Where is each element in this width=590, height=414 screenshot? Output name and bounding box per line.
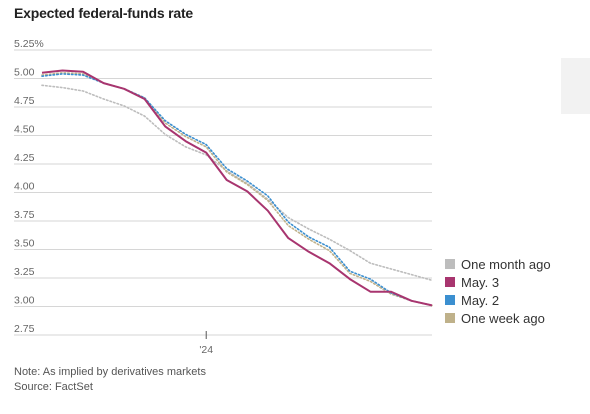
y-tick-label: 4.50	[14, 124, 35, 136]
y-tick-label: 4.00	[14, 181, 35, 193]
series-line-one-month-ago	[41, 84, 433, 282]
series-line-one-week-ago	[41, 72, 433, 307]
y-tick-label: 3.75	[14, 209, 35, 221]
legend-swatch	[445, 259, 455, 269]
grid-layer	[14, 49, 432, 336]
series-line-may-3	[41, 69, 433, 307]
legend-item: One week ago	[445, 309, 551, 327]
legend-label: One month ago	[461, 256, 551, 272]
legend-item: One month ago	[445, 255, 551, 273]
legend-swatch	[445, 295, 455, 305]
y-tick-label: 2.75	[14, 323, 35, 335]
chart-source: Source: FactSet	[14, 381, 93, 393]
legend-label: May. 3	[461, 274, 500, 290]
legend: One month ago May. 3 May. 2 One week ago	[445, 255, 551, 327]
series-layer	[41, 69, 433, 307]
legend-label: One week ago	[461, 310, 545, 326]
y-tick-label: 5.25%	[14, 38, 44, 50]
legend-swatch	[445, 313, 455, 323]
legend-item: May. 2	[445, 291, 551, 309]
legend-item: May. 3	[445, 273, 551, 291]
y-tick-label: 3.00	[14, 295, 35, 307]
x-tick-labels: '24	[199, 331, 213, 356]
y-tick-label: 3.25	[14, 266, 35, 278]
series-line-may-2	[41, 73, 433, 307]
x-tick-label: '24	[199, 344, 213, 356]
y-tick-labels: 5.25% 5.00 4.75 4.50 4.25 4.00 3.75 3.50 3.25 3.0…	[14, 38, 44, 335]
chart-title: Expected federal-funds rate	[14, 5, 193, 21]
y-tick-label: 3.50	[14, 238, 35, 250]
legend-label: May. 2	[461, 292, 500, 308]
y-tick-label: 4.25	[14, 152, 35, 164]
y-tick-label: 4.75	[14, 95, 35, 107]
chart-note: Note: As implied by derivatives markets	[14, 366, 206, 378]
side-panel	[561, 58, 590, 114]
legend-swatch	[445, 277, 455, 287]
y-tick-label: 5.00	[14, 67, 35, 79]
